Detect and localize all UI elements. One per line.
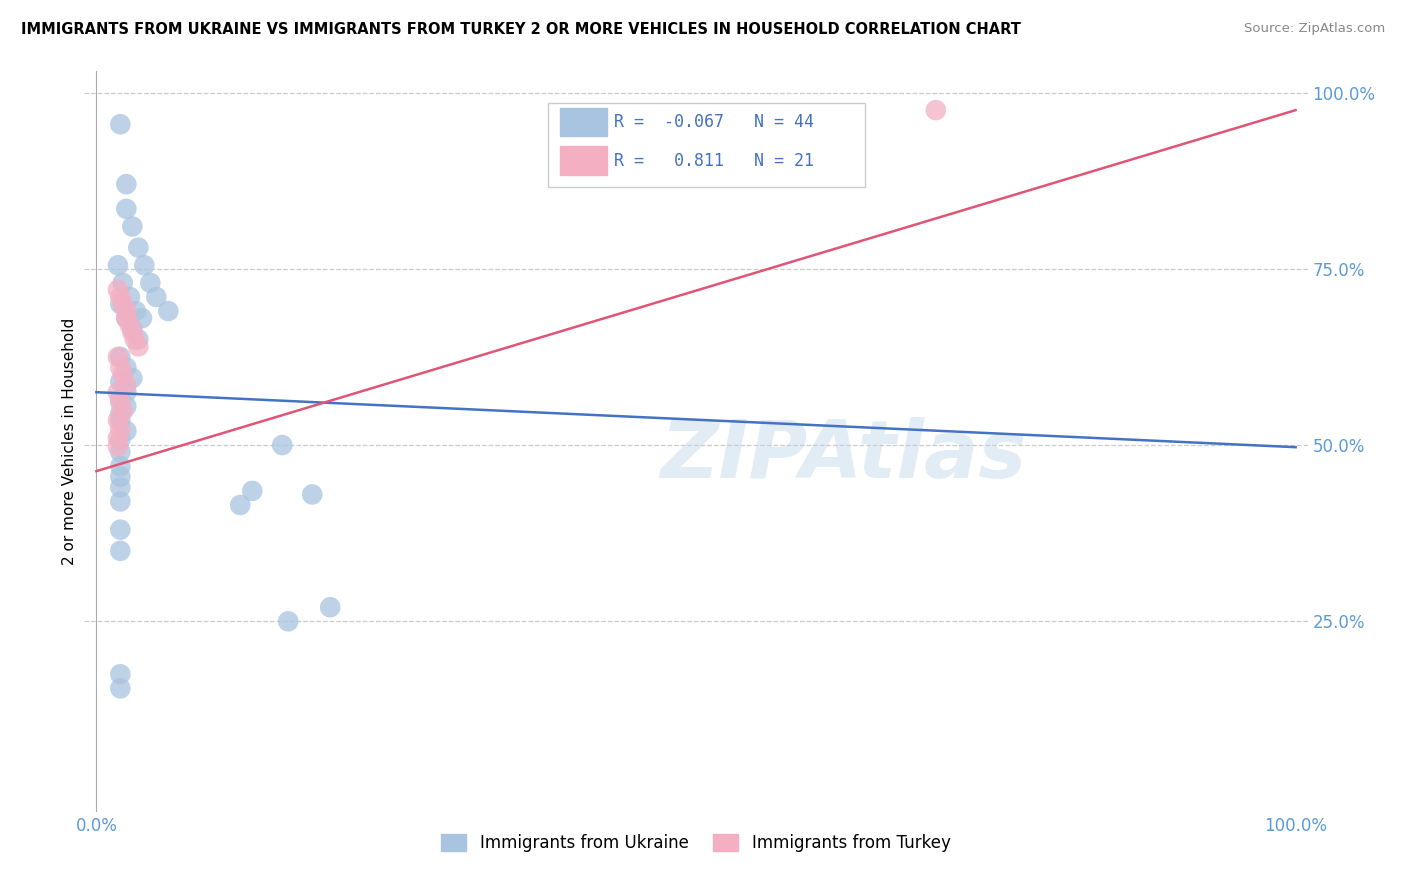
Point xyxy=(110,350,132,364)
Point xyxy=(115,360,138,375)
Point xyxy=(110,494,132,508)
Text: ZIPAtlas: ZIPAtlas xyxy=(659,417,1026,495)
Point xyxy=(110,423,132,437)
Point xyxy=(110,406,132,420)
Point xyxy=(115,304,138,318)
Text: IMMIGRANTS FROM UKRAINE VS IMMIGRANTS FROM TURKEY 2 OR MORE VEHICLES IN HOUSEHOL: IMMIGRANTS FROM UKRAINE VS IMMIGRANTS FR… xyxy=(21,22,1021,37)
Point xyxy=(925,103,948,117)
Point xyxy=(110,375,132,389)
Point xyxy=(157,304,180,318)
Point xyxy=(110,392,132,407)
Point xyxy=(111,404,134,418)
Point xyxy=(110,470,132,484)
Point xyxy=(110,396,132,410)
Text: R =   0.811   N = 21: R = 0.811 N = 21 xyxy=(614,152,814,169)
Point xyxy=(110,681,132,696)
Point xyxy=(118,318,141,333)
Point xyxy=(110,480,132,494)
Point xyxy=(121,219,143,234)
Point xyxy=(115,311,138,326)
Point xyxy=(110,667,132,681)
Point xyxy=(121,322,143,336)
Point xyxy=(110,413,132,427)
Point xyxy=(110,544,132,558)
Point xyxy=(121,325,143,339)
Point xyxy=(121,371,143,385)
Point xyxy=(111,297,134,311)
Point xyxy=(115,177,138,191)
Point xyxy=(134,258,156,272)
Legend: Immigrants from Ukraine, Immigrants from Turkey: Immigrants from Ukraine, Immigrants from… xyxy=(434,828,957,859)
Point xyxy=(229,498,252,512)
Point xyxy=(319,600,342,615)
Point xyxy=(127,241,149,255)
Point xyxy=(110,523,132,537)
Point xyxy=(115,311,138,326)
Point xyxy=(115,202,138,216)
Point xyxy=(107,350,129,364)
Point xyxy=(107,385,129,400)
Point xyxy=(110,433,132,447)
Point xyxy=(115,424,138,438)
Point xyxy=(115,385,138,400)
Point xyxy=(301,487,323,501)
Point xyxy=(107,440,129,454)
Point xyxy=(111,368,134,382)
Point xyxy=(110,459,132,474)
Point xyxy=(127,339,149,353)
Point xyxy=(240,483,263,498)
Point xyxy=(110,445,132,459)
Y-axis label: 2 or more Vehicles in Household: 2 or more Vehicles in Household xyxy=(62,318,77,566)
Point xyxy=(139,276,162,290)
Point xyxy=(110,117,132,131)
Point xyxy=(107,258,129,272)
Point xyxy=(125,304,148,318)
Point xyxy=(277,615,299,629)
Point xyxy=(115,399,138,413)
Point xyxy=(271,438,294,452)
Point xyxy=(118,290,141,304)
Point xyxy=(107,431,129,445)
Point xyxy=(107,283,129,297)
Point xyxy=(115,378,138,392)
Point xyxy=(124,332,146,346)
Text: R =  -0.067   N = 44: R = -0.067 N = 44 xyxy=(614,113,814,131)
Point xyxy=(110,297,132,311)
Point xyxy=(131,311,153,326)
Point xyxy=(107,413,129,427)
Text: Source: ZipAtlas.com: Source: ZipAtlas.com xyxy=(1244,22,1385,36)
Point xyxy=(110,360,132,375)
Point xyxy=(111,276,134,290)
Point xyxy=(127,332,149,346)
Point xyxy=(110,290,132,304)
Point xyxy=(145,290,167,304)
